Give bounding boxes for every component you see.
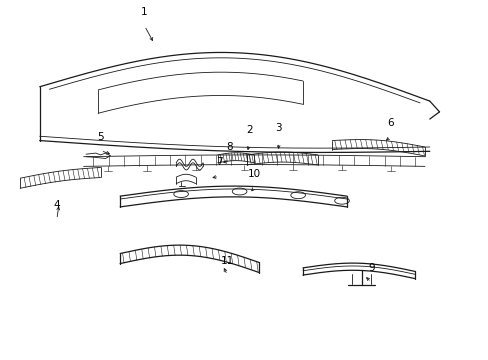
Text: 3: 3 [275, 123, 282, 134]
Text: 4: 4 [53, 201, 60, 211]
Text: 8: 8 [226, 143, 233, 152]
Ellipse shape [334, 197, 348, 204]
Text: 5: 5 [97, 132, 104, 141]
Text: 10: 10 [247, 169, 260, 179]
Text: 11: 11 [221, 256, 234, 266]
Text: 9: 9 [367, 263, 374, 273]
Ellipse shape [232, 188, 246, 195]
Ellipse shape [290, 192, 305, 199]
Text: 1: 1 [141, 7, 147, 17]
Text: 7: 7 [215, 157, 222, 167]
Ellipse shape [173, 190, 188, 198]
Text: 2: 2 [245, 125, 252, 135]
Text: 6: 6 [386, 118, 393, 128]
